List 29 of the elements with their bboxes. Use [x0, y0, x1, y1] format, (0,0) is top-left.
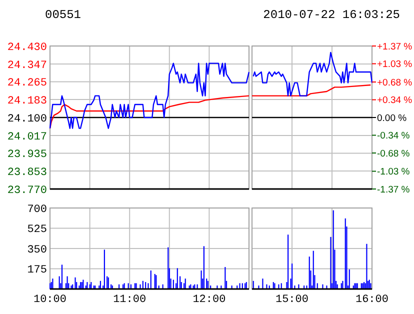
y-tick-label: 24.183	[7, 95, 47, 108]
chart-title: 00551	[45, 8, 82, 22]
y-tick-label: 525	[27, 224, 47, 236]
text: -1.37 %	[377, 184, 410, 196]
x-tick-label: 11:00	[113, 294, 146, 306]
y-tick-label: 700	[27, 204, 47, 216]
y-tick-label: 24.347	[7, 60, 47, 72]
chart-title: 2010-07-22 16:03:25	[263, 8, 400, 22]
y-tick-label: 24.100	[7, 113, 47, 126]
text: +0.34 %	[377, 95, 412, 106]
text: +1.03 %	[377, 59, 412, 70]
y-tick-label: 24.430	[7, 42, 47, 54]
y-tick-label: 24.265	[7, 78, 47, 90]
y-tick-label: 24.017	[7, 131, 47, 144]
text: 0.00 %	[377, 112, 407, 124]
y-tick-label: 23.935	[7, 149, 47, 162]
text: +0.68 %	[377, 77, 412, 88]
x-tick-label: 16:00	[355, 294, 389, 306]
text: -0.34 %	[377, 130, 410, 142]
text: +1.37 %	[377, 41, 412, 52]
x-tick-label: 10:00	[33, 294, 67, 306]
y-tick-label: 23.853	[7, 166, 47, 179]
x-tick-label: 15:00	[275, 294, 309, 306]
text: -1.03 %	[377, 166, 410, 178]
y-tick-label: 23.770	[7, 184, 47, 197]
y-tick-label: 175	[27, 264, 47, 277]
text: -0.68 %	[377, 148, 410, 160]
y-tick-label: 350	[27, 244, 47, 256]
x-tick-label: 12:00	[192, 294, 226, 306]
